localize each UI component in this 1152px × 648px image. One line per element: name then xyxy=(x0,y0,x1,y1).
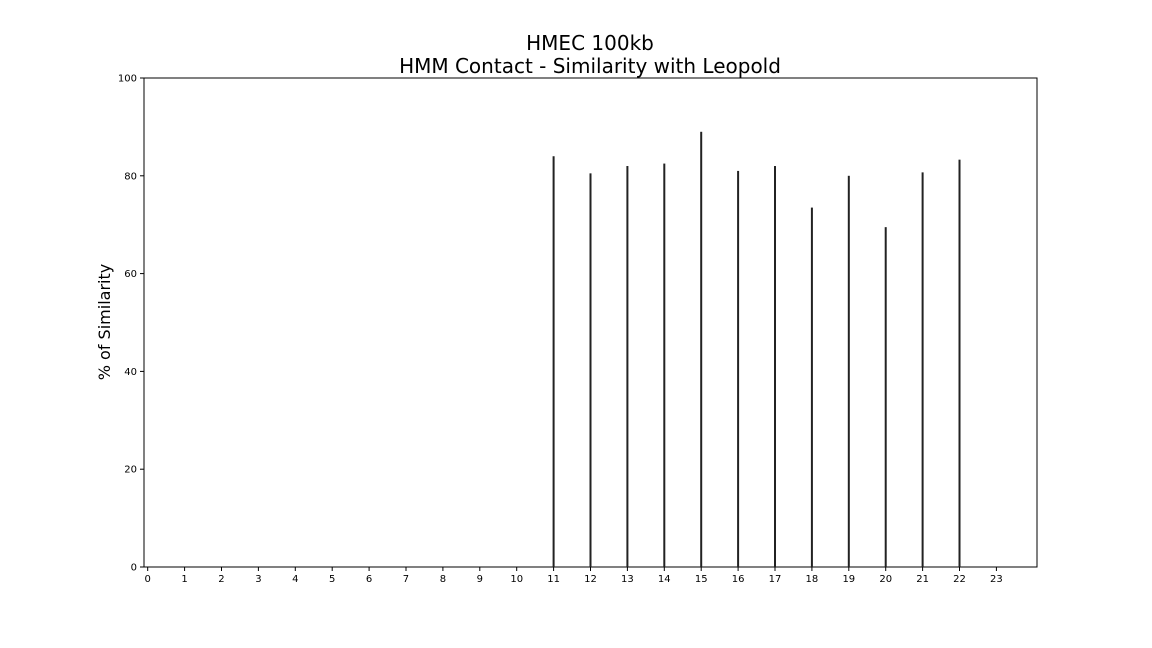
y-tick-label-0: 0 xyxy=(131,563,137,574)
bar-21 xyxy=(921,172,924,567)
bar-20 xyxy=(884,227,887,567)
x-tick-label-13: 13 xyxy=(621,574,634,585)
bar-12 xyxy=(589,173,592,568)
chart-title-line-2: HMM Contact - Similarity with Leopold xyxy=(399,54,781,78)
bar-14 xyxy=(663,163,666,567)
x-tick-label-18: 18 xyxy=(806,574,819,585)
bar-16 xyxy=(737,170,740,567)
plot-area: 0 1 2 3 4 5 6 7 8 9 10 11 12 13 14 15 16 17 18 19 20 21 22 2302… xyxy=(118,74,1038,585)
y-tick-label-40: 40 xyxy=(124,367,137,378)
x-tick-label-12: 12 xyxy=(584,574,597,585)
x-tick-label-22: 22 xyxy=(953,574,966,585)
x-tick-label-5: 5 xyxy=(329,574,335,585)
bar-15 xyxy=(700,131,703,568)
y-tick-label-60: 60 xyxy=(124,269,137,280)
x-tick-label-7: 7 xyxy=(403,574,409,585)
x-tick-label-8: 8 xyxy=(440,574,446,585)
x-tick-label-1: 1 xyxy=(181,574,187,585)
bar-22 xyxy=(958,159,961,567)
x-tick-label-16: 16 xyxy=(732,574,745,585)
x-tick-label-19: 19 xyxy=(842,574,855,585)
bar-19 xyxy=(847,175,850,568)
y-tick-label-100: 100 xyxy=(118,74,137,85)
bar-18 xyxy=(810,207,813,567)
x-tick-label-14: 14 xyxy=(658,574,671,585)
x-tick-label-17: 17 xyxy=(769,574,782,585)
x-tick-label-6: 6 xyxy=(366,574,372,585)
y-tick-label-20: 20 xyxy=(124,465,137,476)
x-tick-label-3: 3 xyxy=(255,574,261,585)
x-tick-label-20: 20 xyxy=(879,574,892,585)
y-axis-label: % of Similarity xyxy=(95,264,114,380)
x-tick-label-15: 15 xyxy=(695,574,708,585)
x-tick-label-9: 9 xyxy=(477,574,483,585)
x-tick-label-10: 10 xyxy=(510,574,523,585)
x-tick-label-0: 0 xyxy=(145,574,151,585)
bar-11 xyxy=(552,156,555,568)
bar-13 xyxy=(626,166,629,567)
chart-title: HMEC 100kb HMM Contact - Similarity with… xyxy=(399,31,781,78)
bar-17 xyxy=(774,166,777,567)
chart-title-line-1: HMEC 100kb xyxy=(526,31,654,55)
x-tick-label-4: 4 xyxy=(292,574,298,585)
x-tick-label-2: 2 xyxy=(218,574,224,585)
y-tick-label-80: 80 xyxy=(124,171,137,182)
x-tick-label-11: 11 xyxy=(547,574,560,585)
x-tick-label-21: 21 xyxy=(916,574,929,585)
x-tick-label-23: 23 xyxy=(990,574,1003,585)
